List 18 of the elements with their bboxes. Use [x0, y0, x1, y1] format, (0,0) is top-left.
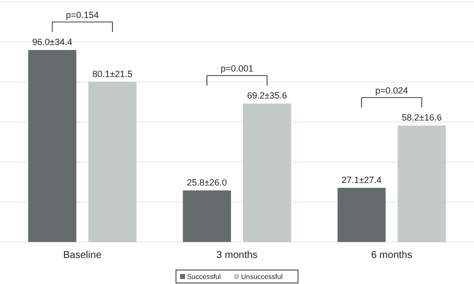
bar [338, 188, 386, 242]
annotation: p=0.001 [220, 64, 254, 74]
bar [243, 104, 292, 242]
data-label: 69.2±35.6 [247, 90, 288, 101]
bar [182, 190, 231, 242]
x-tick-label: 6 months [371, 250, 412, 261]
data-label: 96.0±34.4 [32, 37, 72, 47]
x-tick-label: Baseline [63, 250, 102, 261]
data-label: 27.1±27.4 [342, 174, 382, 185]
data-label: 80.1±21.5 [92, 68, 132, 79]
bar [398, 126, 446, 242]
bar [28, 50, 76, 242]
annotation: p=0.024 [375, 86, 408, 96]
x-tick-label: 3 months [216, 250, 258, 261]
data-label: 25.8±26.0 [186, 177, 227, 188]
data-label: 58.2±16.6 [402, 112, 442, 123]
bar [88, 82, 136, 242]
annotation: p=0.154 [66, 10, 99, 20]
